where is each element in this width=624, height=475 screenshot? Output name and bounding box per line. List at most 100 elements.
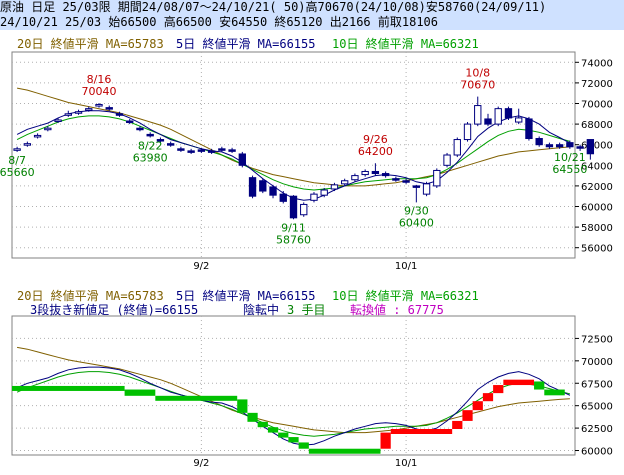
indicator-ytick-label: 67500 bbox=[581, 379, 613, 390]
indicator-ytick-label: 60000 bbox=[581, 447, 613, 458]
chart-header: 原油 日足 25/03限 期間24/08/07〜24/10/21( 50)高70… bbox=[0, 0, 624, 30]
candle-up bbox=[54, 119, 62, 122]
candle-down bbox=[156, 139, 165, 142]
brick-up bbox=[472, 401, 483, 411]
brick-down bbox=[534, 381, 545, 390]
candle-down bbox=[576, 146, 584, 149]
annotation-date: 10/21 bbox=[554, 151, 586, 164]
brick-up bbox=[380, 432, 391, 449]
price-ytick-label: 62000 bbox=[581, 182, 613, 193]
indicator-xtick-label: 9/2 bbox=[193, 458, 209, 469]
indicator-ma20-line bbox=[17, 346, 570, 434]
candle-down bbox=[504, 108, 513, 119]
price-ytick-label: 72000 bbox=[581, 79, 613, 90]
brick-up bbox=[452, 420, 463, 429]
candle-up bbox=[74, 111, 83, 114]
annotation-date: 8/22 bbox=[138, 139, 163, 152]
annotation-date: 8/16 bbox=[87, 73, 112, 86]
price-xtick-label: 9/2 bbox=[193, 261, 209, 272]
brick-down bbox=[267, 427, 279, 433]
annotation-date: 9/11 bbox=[281, 221, 306, 234]
candle-down bbox=[197, 149, 206, 152]
price-ytick-label: 58000 bbox=[581, 223, 613, 234]
candle-down bbox=[289, 195, 298, 219]
brick-down bbox=[298, 442, 309, 449]
candle-down bbox=[525, 118, 533, 140]
annotation-value: 70040 bbox=[82, 85, 117, 98]
annotation-date: 9/30 bbox=[404, 204, 429, 217]
indicator-frame bbox=[11, 315, 576, 456]
candle-down bbox=[105, 107, 113, 110]
candle-down bbox=[177, 148, 185, 151]
annotation-value: 64200 bbox=[358, 145, 393, 158]
brick-down bbox=[247, 412, 258, 422]
candle-down bbox=[535, 138, 543, 146]
annotation-date: 9/26 bbox=[363, 133, 388, 146]
price-ytick-label: 60000 bbox=[581, 203, 613, 214]
indicator-ma5-line bbox=[16, 366, 571, 446]
candle-up bbox=[474, 105, 482, 125]
price-ma10-line bbox=[16, 115, 571, 191]
brick-down bbox=[288, 437, 299, 443]
brick-up bbox=[482, 393, 494, 402]
candle-up bbox=[310, 193, 318, 201]
price-frame bbox=[11, 51, 576, 259]
price-xtick-label: 10/1 bbox=[395, 261, 417, 272]
candle-down bbox=[136, 127, 144, 131]
candle-up bbox=[453, 139, 461, 156]
candle-up bbox=[351, 175, 359, 181]
annotation-value: 60400 bbox=[399, 216, 434, 229]
candle-up bbox=[95, 104, 103, 107]
brick-up bbox=[462, 410, 473, 421]
candle-down bbox=[392, 178, 400, 181]
candle-up bbox=[515, 117, 523, 123]
brick-down bbox=[544, 389, 565, 396]
candle-up bbox=[433, 169, 441, 187]
candle-down bbox=[586, 139, 595, 155]
candle-down bbox=[166, 143, 175, 146]
brick-down bbox=[278, 432, 289, 438]
candle-up bbox=[320, 189, 328, 196]
price-ma20-line bbox=[17, 87, 570, 187]
brick-down bbox=[308, 448, 381, 454]
price-ytick-label: 74000 bbox=[581, 58, 613, 69]
candle-down bbox=[484, 118, 492, 125]
indicator-legend-ma10: 10日 終値平滑 MA=66321 bbox=[332, 289, 479, 303]
header-line-2: 24/10/21 25/03 始66500 高66500 安64550 終651… bbox=[0, 15, 624, 30]
candle-up bbox=[33, 134, 42, 138]
candle-down bbox=[381, 173, 390, 177]
candle-up bbox=[341, 180, 349, 185]
indicator-ytick-label: 65000 bbox=[581, 402, 613, 413]
indicator-ytick-label: 62500 bbox=[581, 424, 613, 435]
candle-up bbox=[330, 184, 339, 190]
annotation-date: 10/8 bbox=[465, 67, 490, 80]
annotation-value: 63980 bbox=[133, 151, 168, 164]
brick-down bbox=[124, 389, 156, 396]
annotation-value: 58760 bbox=[276, 233, 311, 246]
header-line-1: 原油 日足 25/03限 期間24/08/07〜24/10/21( 50)高70… bbox=[0, 0, 624, 15]
brick-down bbox=[237, 399, 248, 413]
brick-up bbox=[503, 379, 535, 386]
candle-up bbox=[85, 108, 93, 111]
candle-down bbox=[545, 144, 554, 148]
candle-down bbox=[187, 150, 195, 153]
indicator-info-reversal: 転換値 : 67775 bbox=[350, 303, 444, 317]
brick-down bbox=[155, 395, 238, 401]
indicator-legend-ma5: 5日 終値平滑 MA=66155 bbox=[176, 289, 316, 303]
brick-up bbox=[493, 385, 504, 394]
price-ytick-label: 66000 bbox=[581, 141, 613, 152]
candle-down bbox=[207, 150, 216, 153]
candle-down bbox=[412, 185, 421, 188]
candle-up bbox=[13, 148, 21, 151]
candle-down bbox=[146, 133, 154, 137]
indicator-legend-ma20: 20日 終値平滑 MA=65783 bbox=[17, 289, 164, 303]
indicator-ma10-line bbox=[16, 371, 571, 437]
candle-down bbox=[566, 142, 574, 148]
price-legend-ma5: 5日 終値平滑 MA=66155 bbox=[176, 37, 316, 51]
candle-up bbox=[463, 123, 472, 141]
price-ytick-label: 56000 bbox=[581, 244, 613, 255]
candle-down bbox=[228, 149, 236, 152]
candle-down bbox=[402, 180, 410, 183]
price-legend-ma20: 20日 終値平滑 MA=65783 bbox=[17, 37, 164, 51]
